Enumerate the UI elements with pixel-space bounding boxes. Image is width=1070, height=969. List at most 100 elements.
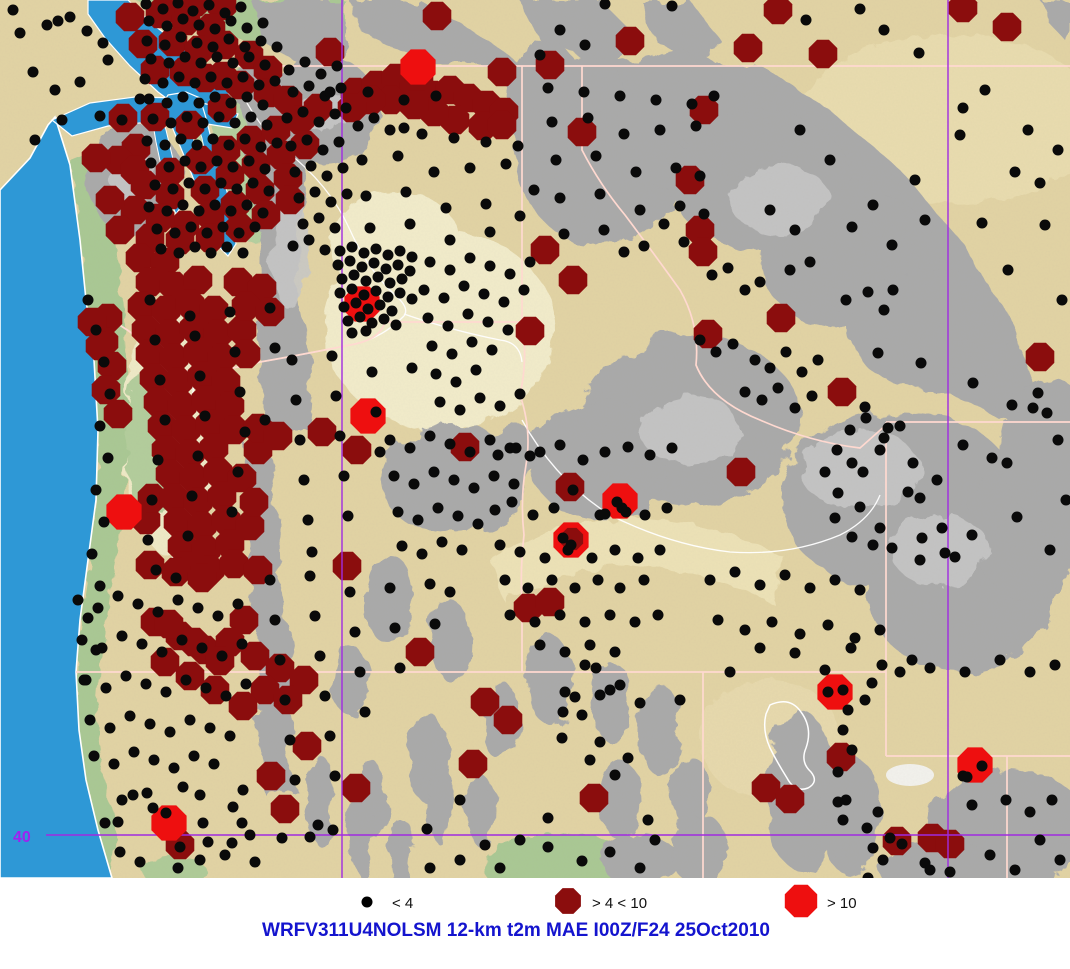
- station-dot: [179, 51, 191, 63]
- station-dot: [556, 732, 568, 744]
- station-dot: [919, 214, 931, 226]
- station-dot: [524, 450, 536, 462]
- station-dot: [96, 642, 108, 654]
- octagon-marker: [183, 265, 213, 295]
- octagon-marker: [289, 665, 319, 695]
- octagon-marker: [342, 435, 372, 465]
- station-dot: [1009, 166, 1021, 178]
- station-dot: [638, 574, 650, 586]
- octagon-marker: [493, 705, 523, 735]
- station-dot: [136, 638, 148, 650]
- station-dot: [394, 662, 406, 674]
- legend: < 4 > 4 < 10 > 10: [361, 884, 857, 918]
- station-dot: [824, 154, 836, 166]
- station-dot: [185, 221, 197, 233]
- station-dot: [837, 814, 849, 826]
- station-dot: [780, 346, 792, 358]
- station-dot: [406, 251, 418, 263]
- station-dot: [193, 19, 205, 31]
- station-dot: [394, 245, 406, 257]
- station-dot: [161, 205, 173, 217]
- station-dot: [334, 287, 346, 299]
- octagon-marker: [85, 331, 115, 361]
- station-dot: [579, 39, 591, 51]
- octagon-marker: [733, 33, 763, 63]
- station-dot: [638, 240, 650, 252]
- station-dot: [854, 584, 866, 596]
- station-dot: [155, 243, 167, 255]
- station-dot: [554, 192, 566, 204]
- station-dot: [227, 161, 239, 173]
- station-dot: [150, 564, 162, 576]
- station-dot: [366, 317, 378, 329]
- station-dot: [712, 614, 724, 626]
- station-dot: [160, 686, 172, 698]
- octagon-marker: [95, 185, 125, 215]
- station-dot: [370, 406, 382, 418]
- station-dot: [859, 401, 871, 413]
- station-dot: [236, 817, 248, 829]
- station-dot: [234, 386, 246, 398]
- octagon-marker: [199, 295, 229, 325]
- station-dot: [27, 66, 39, 78]
- station-dot: [979, 84, 991, 96]
- station-dot: [167, 183, 179, 195]
- station-dot: [159, 414, 171, 426]
- station-dot: [159, 39, 171, 51]
- station-dot: [789, 402, 801, 414]
- legend-label-gt10: > 10: [827, 895, 857, 912]
- station-dot: [197, 117, 209, 129]
- station-dot: [145, 53, 157, 65]
- station-dot: [165, 117, 177, 129]
- station-dot: [141, 135, 153, 147]
- station-dot: [658, 218, 670, 230]
- octagon-marker: [155, 459, 185, 489]
- octagon-marker: [341, 773, 371, 803]
- station-dot: [444, 586, 456, 598]
- station-dot: [514, 388, 526, 400]
- station-dot: [249, 221, 261, 233]
- station-dot: [896, 838, 908, 850]
- station-dot: [152, 606, 164, 618]
- station-dot: [416, 128, 428, 140]
- station-dot: [384, 582, 396, 594]
- octagon-marker: [315, 37, 345, 67]
- station-dot: [298, 474, 310, 486]
- station-dot: [203, 0, 215, 11]
- station-dot: [253, 79, 265, 91]
- station-dot: [866, 677, 878, 689]
- octagon-marker: [183, 337, 213, 367]
- station-dot: [739, 624, 751, 636]
- station-dot: [456, 544, 468, 556]
- station-dot: [287, 86, 299, 98]
- octagon-marker: [167, 391, 197, 421]
- station-dot: [389, 622, 401, 634]
- station-dot: [332, 259, 344, 271]
- station-dot: [614, 679, 626, 691]
- station-dot: [245, 111, 257, 123]
- station-dot: [219, 7, 231, 19]
- legend-dot-symbol: [361, 896, 373, 908]
- station-dot: [183, 177, 195, 189]
- station-dot: [303, 234, 315, 246]
- station-dot: [666, 0, 678, 12]
- station-dot: [290, 394, 302, 406]
- octagon-marker: [615, 26, 645, 56]
- station-dot: [90, 324, 102, 336]
- station-dot: [199, 183, 211, 195]
- station-dot: [336, 273, 348, 285]
- station-dot: [514, 546, 526, 558]
- station-dot: [350, 297, 362, 309]
- station-dot: [196, 642, 208, 654]
- station-dot: [321, 170, 333, 182]
- station-dot: [542, 841, 554, 853]
- station-dot: [257, 17, 269, 29]
- station-dot: [201, 227, 213, 239]
- station-dot: [914, 492, 926, 504]
- station-dot: [584, 754, 596, 766]
- station-dot: [494, 862, 506, 874]
- station-dot: [434, 396, 446, 408]
- station-dot: [271, 41, 283, 53]
- station-dot: [249, 856, 261, 868]
- station-dot: [586, 552, 598, 564]
